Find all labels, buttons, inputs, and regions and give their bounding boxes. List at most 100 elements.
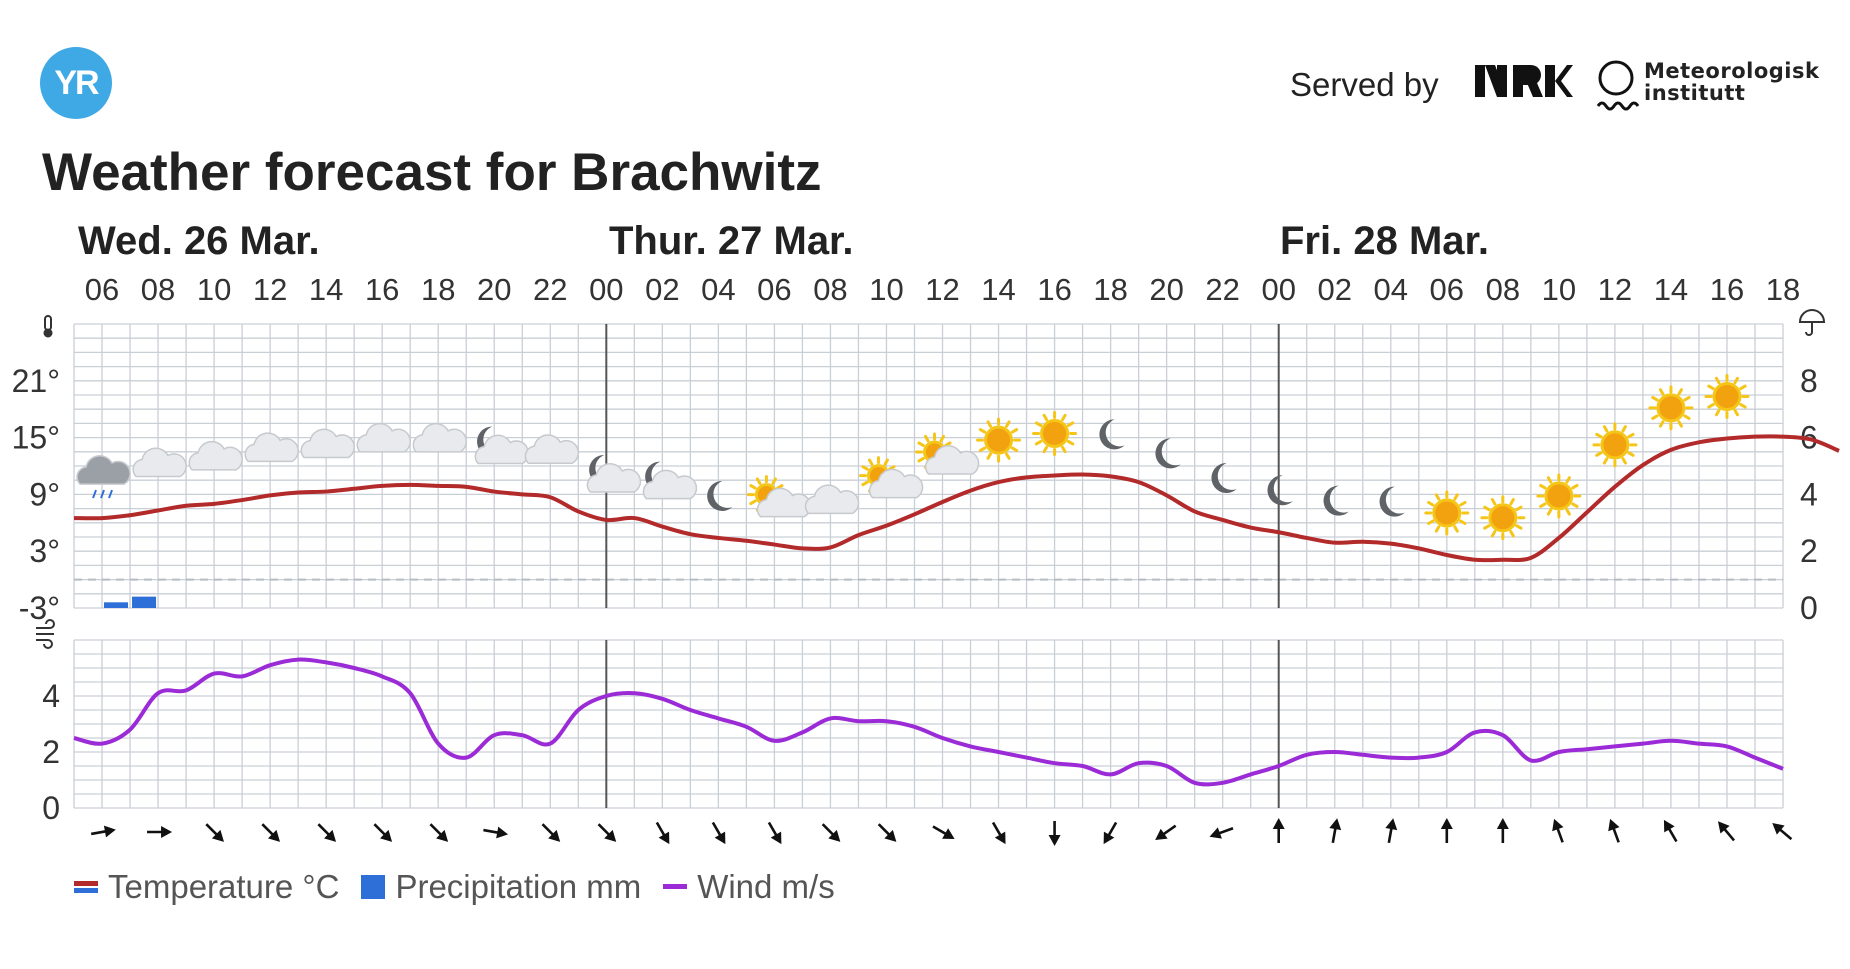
wind-direction-arrow-icon: [1385, 818, 1398, 844]
wind-direction-arrow-icon: [1329, 818, 1342, 844]
hour-tick-label: 02: [1317, 272, 1351, 307]
hour-tick-label: 12: [253, 272, 287, 307]
wind-direction-arrow-icon: [711, 821, 726, 845]
wind-direction-arrow-icon: [1496, 818, 1509, 843]
wind-direction-arrow-icon: [1440, 818, 1453, 843]
met-institute-name[interactable]: Meteorologisk institutt: [1644, 60, 1819, 104]
temp-axis-label: 21°: [12, 363, 60, 399]
wind-direction-arrow-icon: [317, 823, 337, 842]
hour-tick-label: 08: [1486, 272, 1520, 307]
hour-tick-label: 20: [1149, 272, 1183, 307]
cloud-icon: [300, 428, 355, 459]
wind-direction-arrow-icon: [1608, 818, 1620, 843]
hour-tick-label: 20: [477, 272, 511, 307]
wind-axis-label: 0: [42, 790, 60, 826]
sun-icon: [1592, 422, 1638, 468]
cloud-icon: [244, 432, 299, 463]
legend-temperature-label: Temperature °C: [108, 868, 340, 905]
wind-direction-arrow-icon: [991, 821, 1006, 845]
wind-direction-arrow-icon: [261, 823, 281, 842]
hour-tick-label: 10: [197, 272, 231, 307]
wind-direction-arrow-icon: [1155, 824, 1177, 841]
wind-direction-arrow-icon: [877, 823, 897, 842]
hour-tick-label: 14: [1654, 272, 1688, 307]
wind-direction-arrow-icon: [1663, 819, 1678, 843]
rain-cloud-icon: [76, 455, 131, 499]
moon-icon: [1099, 419, 1125, 450]
temperature-line: [73, 434, 1840, 563]
hour-tick-label: 16: [1037, 272, 1071, 307]
hour-tick-label: 06: [1430, 272, 1464, 307]
hour-tick-label: 06: [757, 272, 791, 307]
wind-direction-arrow-icon: [1048, 821, 1061, 846]
sun-icon: [976, 417, 1022, 463]
cloud-icon: [412, 422, 468, 453]
sun-icon: [1032, 410, 1078, 456]
wind-direction-arrow-icon: [429, 823, 449, 842]
wind-legend-icon: [663, 884, 688, 889]
hour-tick-label: 18: [1093, 272, 1127, 307]
wind-axis-label: 2: [42, 734, 60, 770]
page-title: Weather forecast for Brachwitz: [42, 143, 822, 202]
precipitation-bar: [132, 596, 157, 608]
wind-direction-arrow-icon: [373, 823, 393, 842]
hour-tick-label: 02: [645, 272, 679, 307]
wind-axis-icon: [36, 619, 55, 649]
chart-legend: Temperature °C Precipitation mm Wind m/s: [74, 868, 835, 906]
hour-tick-label: 14: [309, 272, 343, 307]
moon-icon: [1379, 486, 1405, 517]
wind-direction-arrow-icon: [483, 826, 509, 839]
legend-wind: Wind m/s: [663, 868, 835, 906]
hour-tick-label: 14: [981, 272, 1015, 307]
hour-tick-label: 04: [701, 272, 735, 307]
day-label: Thur. 27 Mar.: [609, 219, 854, 263]
temp-axis-label: 9°: [29, 476, 60, 512]
hour-tick-label: 18: [1766, 272, 1800, 307]
legend-temperature: Temperature °C: [74, 868, 339, 906]
nrk-logo[interactable]: [1473, 62, 1573, 105]
sun-cloud-icon: [915, 432, 980, 475]
yr-logo[interactable]: YR: [40, 47, 112, 119]
hour-tick-label: 16: [365, 272, 399, 307]
wind-direction-arrow-icon: [932, 825, 955, 839]
hour-tick-label: 18: [421, 272, 455, 307]
wind-direction-arrow-icon: [1552, 818, 1564, 843]
sun-icon: [1536, 473, 1582, 519]
moon-cloud-icon: [586, 454, 642, 493]
hour-tick-label: 22: [533, 272, 567, 307]
moon-icon: [1323, 485, 1349, 516]
sun-icon: [1648, 385, 1694, 431]
legend-precipitation-label: Precipitation mm: [395, 868, 642, 905]
wind-direction-arrow-icon: [90, 825, 116, 838]
served-by-label: Served by: [1290, 66, 1439, 103]
sun-icon: [1424, 490, 1470, 536]
wind-direction-arrow-icon: [205, 823, 224, 842]
hour-tick-label: 22: [1205, 272, 1239, 307]
sun-icon: [1704, 374, 1750, 420]
temp-axis-label: 3°: [29, 533, 60, 569]
wind-direction-arrow-icon: [1772, 823, 1793, 841]
wind-direction-arrow-icon: [1103, 821, 1118, 845]
met-institute-logo-icon: [1592, 56, 1640, 119]
temp-axis-label: -3°: [19, 590, 60, 626]
wind-direction-arrow-icon: [597, 823, 617, 842]
day-label: Wed. 26 Mar.: [78, 219, 320, 263]
cloud-icon: [356, 422, 411, 453]
precipitation-legend-icon: [361, 875, 386, 899]
sun-cloud-icon: [746, 475, 812, 518]
hour-tick-label: 00: [589, 272, 623, 307]
precip-axis-label: 0: [1800, 590, 1818, 626]
wind-direction-arrow-icon: [1272, 818, 1285, 843]
precip-axis-label: 2: [1800, 533, 1818, 569]
wind-axis-label: 4: [42, 678, 60, 714]
met-institute-line2: institutt: [1644, 81, 1746, 105]
moon-icon: [1155, 438, 1181, 469]
wind-direction-arrow-icon: [541, 823, 561, 842]
wind-direction-arrow-icon: [1717, 821, 1736, 842]
moon-icon: [1211, 462, 1237, 493]
hour-tick-label: 08: [813, 272, 847, 307]
hour-tick-label: 04: [1374, 272, 1408, 307]
day-label: Fri. 28 Mar.: [1280, 219, 1489, 263]
